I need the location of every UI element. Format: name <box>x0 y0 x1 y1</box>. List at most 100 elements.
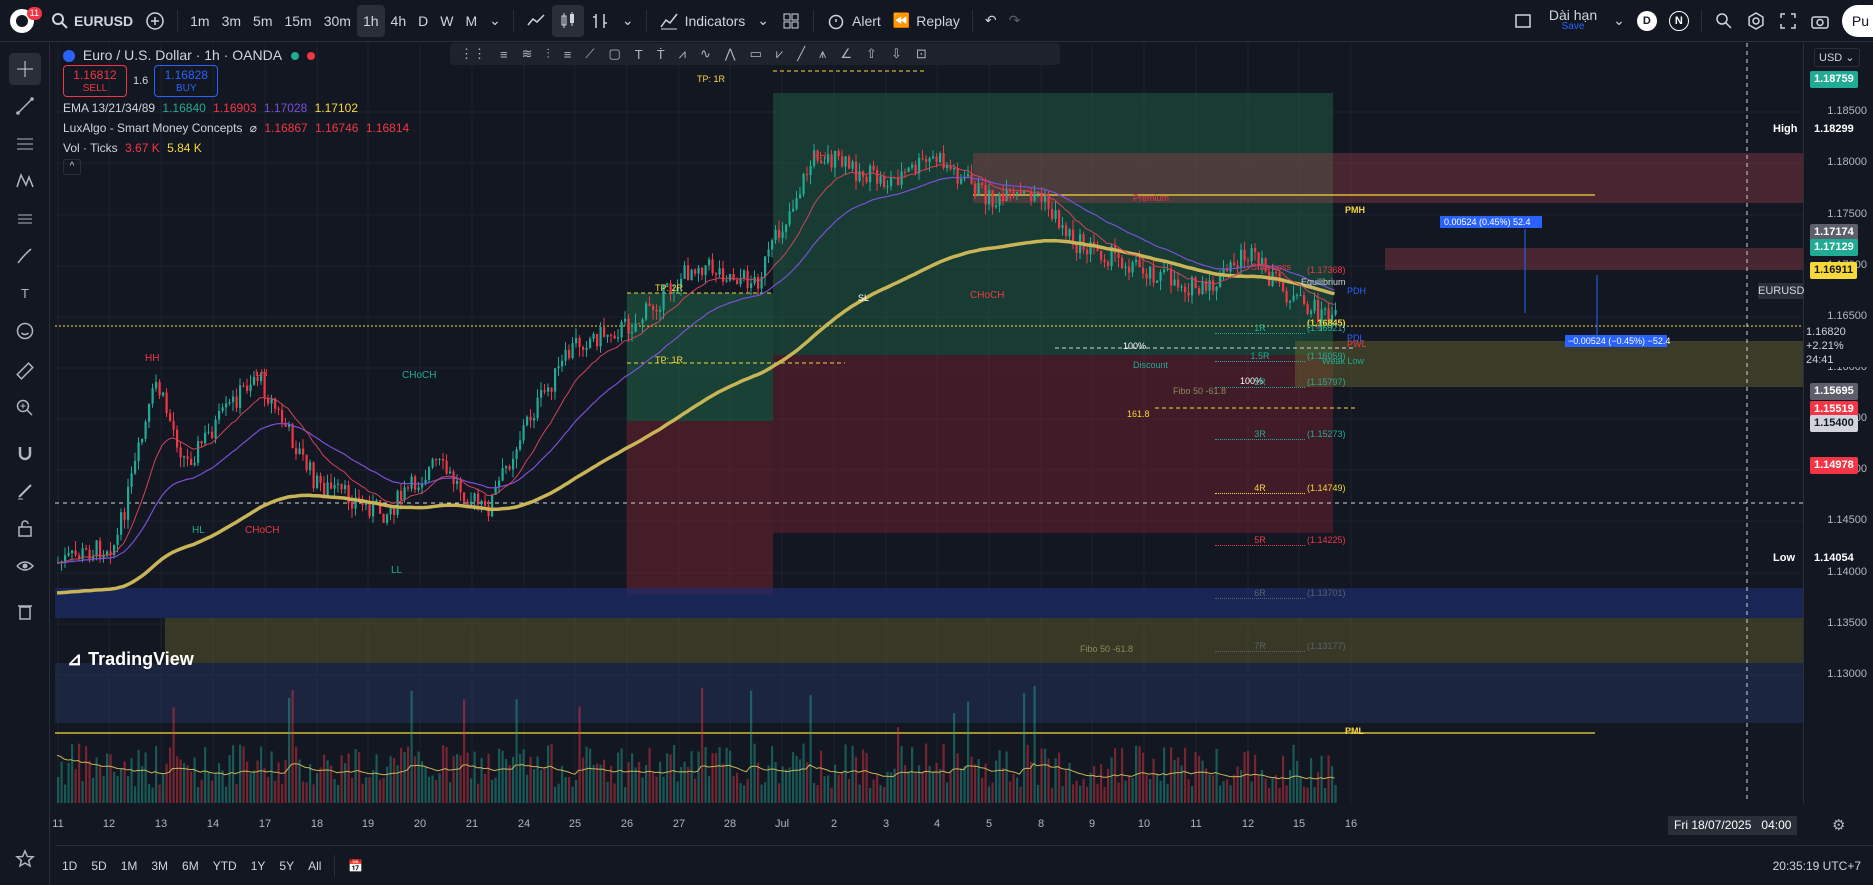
lock-icon[interactable] <box>9 512 41 544</box>
interval-dropdown-icon[interactable]: ⌄ <box>489 12 501 28</box>
smc-legend[interactable]: LuxAlgo - Smart Money Concepts ⌀ 1.16867… <box>63 121 409 135</box>
fib-tool-icon[interactable]: ≡ <box>500 46 508 62</box>
price-chart[interactable] <box>55 43 1803 803</box>
templates-grid-icon[interactable] <box>775 5 807 37</box>
anchored-text-icon[interactable]: Ṫ <box>656 46 665 62</box>
drag-handle-icon[interactable]: ⋮⋮ <box>460 46 486 61</box>
ray-tool-icon[interactable]: ╱ <box>797 46 806 61</box>
xabcd-pattern-icon[interactable]: ⩘ <box>678 46 686 61</box>
interval-1m[interactable]: 1m <box>190 12 210 29</box>
text-icon[interactable]: T <box>21 285 29 301</box>
redo-icon[interactable]: ↷ <box>1008 12 1021 28</box>
volume-legend[interactable]: Vol · Ticks 3.67 K 5.84 K <box>63 141 202 155</box>
interval-1h[interactable]: 1h <box>356 4 385 37</box>
range-1y[interactable]: 1Y <box>250 858 266 873</box>
range-5d[interactable]: 5D <box>91 858 107 873</box>
arrow-down-icon[interactable]: ⇩ <box>890 46 902 61</box>
text-tool-icon[interactable]: T <box>634 46 643 62</box>
price-label-icon[interactable]: ⊡ <box>915 46 927 61</box>
indicators-dropdown-icon[interactable]: ⌄ <box>757 12 770 28</box>
sell-button[interactable]: 1.16812 SELL <box>63 65 127 97</box>
interval-m[interactable]: M <box>465 12 478 29</box>
range-5y[interactable]: 5Y <box>279 858 295 873</box>
interval-w[interactable]: W <box>440 12 454 29</box>
trend-line-icon[interactable] <box>9 90 41 122</box>
time-axis[interactable]: 11 12 13 14 17 18 19 20 21 24 25 26 27 28 Jul 2 3 4 5 8 9 10 1… <box>52 815 1803 837</box>
interval-5m[interactable]: 5m <box>253 12 273 29</box>
settings-gear-icon[interactable] <box>1740 5 1772 37</box>
fullscreen-layout-icon[interactable] <box>1507 5 1539 37</box>
stay-in-drawing-icon[interactable] <box>9 475 41 507</box>
brush-icon[interactable] <box>9 240 41 272</box>
line-chart-icon[interactable] <box>520 5 552 37</box>
replay-button[interactable]: ⏪ Replay <box>887 5 966 37</box>
ruler-icon[interactable] <box>9 355 41 387</box>
quick-search-icon[interactable] <box>1708 5 1740 37</box>
camera-icon[interactable] <box>1804 5 1836 37</box>
date-range-calendar-icon[interactable]: 📅 <box>348 858 364 873</box>
crosshair-icon[interactable] <box>9 53 41 85</box>
range-1d[interactable]: 1D <box>62 858 78 873</box>
pattern-icon[interactable] <box>9 165 41 197</box>
elliott-wave-icon[interactable]: ∿ <box>700 46 711 61</box>
bar-chart-icon[interactable] <box>584 5 616 37</box>
favorites-star-icon[interactable] <box>9 843 41 875</box>
clock-time[interactable]: 20:35:19 UTC+7 <box>1772 858 1861 873</box>
r-level-row: 5R (1.14225) <box>1215 535 1346 546</box>
avatar-d[interactable]: D <box>1631 5 1663 37</box>
callout-icon[interactable]: ▭ <box>749 46 762 61</box>
alert-button[interactable]: Alert <box>820 5 887 37</box>
magnet-icon[interactable] <box>9 437 41 469</box>
candle-body <box>774 229 777 241</box>
gann-tool-icon[interactable]: ≡ <box>563 46 572 62</box>
channel-tool-icon[interactable]: ≋ <box>521 46 533 61</box>
angle-tool-icon[interactable]: ∠ <box>840 46 853 61</box>
currency-selector[interactable]: USD ⌄ <box>1814 48 1860 67</box>
symbol-search[interactable]: EURUSD <box>44 5 139 37</box>
range-6m[interactable]: 6M <box>182 858 199 873</box>
range-1m[interactable]: 1M <box>120 858 138 873</box>
arrow-up-icon[interactable]: ⇧ <box>866 46 877 61</box>
layout-dropdown-icon[interactable]: ⌄ <box>1613 12 1625 28</box>
rectangle-tool-icon[interactable]: ▢ <box>608 46 621 61</box>
interval-4h[interactable]: 4h <box>390 12 407 29</box>
price-axis[interactable]: USD ⌄ 1.185001.180001.175001.170001.1650… <box>1770 43 1873 803</box>
fullscreen-icon[interactable] <box>1772 5 1804 37</box>
measure-up-box[interactable] <box>1440 216 1542 228</box>
publish-button[interactable]: Pu <box>1841 4 1873 37</box>
head-shoulders-icon[interactable]: ⩚ <box>819 46 827 61</box>
layout-name-button[interactable]: Dài hạn Save <box>1539 5 1607 37</box>
symbol-legend[interactable]: Euro / U.S. Dollar · 1h · OANDA <box>63 47 316 63</box>
range-ytd[interactable]: YTD <box>212 858 237 873</box>
fib-retracement-icon[interactable] <box>9 128 41 160</box>
chart-settings-gear-icon[interactable]: ⚙ <box>1832 817 1846 834</box>
measure-down-box[interactable] <box>1565 335 1667 347</box>
abcd-pattern-icon[interactable]: ⋀ <box>724 46 736 61</box>
interval-15m[interactable]: 15m <box>284 12 312 29</box>
collapse-legend-icon[interactable]: ^ <box>63 159 81 175</box>
avatar-n[interactable]: N <box>1663 5 1695 37</box>
buy-button[interactable]: 1.16828 BUY <box>154 65 219 97</box>
interval-30m[interactable]: 30m <box>323 12 351 29</box>
zoom-in-icon[interactable] <box>9 392 41 424</box>
ema-legend[interactable]: EMA 13/21/34/89 1.16840 1.16903 1.17028 … <box>63 101 358 115</box>
range-all[interactable]: All <box>308 858 322 873</box>
eye-icon[interactable] <box>9 550 41 582</box>
logo-icon[interactable]: 11 <box>0 5 44 37</box>
candles-icon[interactable] <box>551 4 584 37</box>
compare-symbol-button[interactable] <box>139 5 171 37</box>
path-tool-icon[interactable]: ⩗ <box>775 46 784 61</box>
range-3m[interactable]: 3M <box>151 858 169 873</box>
undo-icon[interactable]: ↶ <box>984 12 997 28</box>
emoji-icon[interactable] <box>9 315 41 347</box>
interval-d[interactable]: D <box>418 12 429 29</box>
trash-icon[interactable] <box>9 595 41 627</box>
chart-pane[interactable]: Euro / U.S. Dollar · 1h · OANDA 1.16812 … <box>55 43 1803 803</box>
volume-bar <box>127 776 130 803</box>
indicators-button[interactable]: Indicators <box>653 5 752 37</box>
forecast-icon[interactable] <box>9 203 41 235</box>
chart-type-dropdown-icon[interactable]: ⌄ <box>621 12 634 28</box>
line-tool-icon[interactable]: ⟋ <box>585 46 595 61</box>
interval-3m[interactable]: 3m <box>221 12 242 29</box>
pitchfork-tool-icon[interactable]: ⫶ <box>546 46 550 61</box>
